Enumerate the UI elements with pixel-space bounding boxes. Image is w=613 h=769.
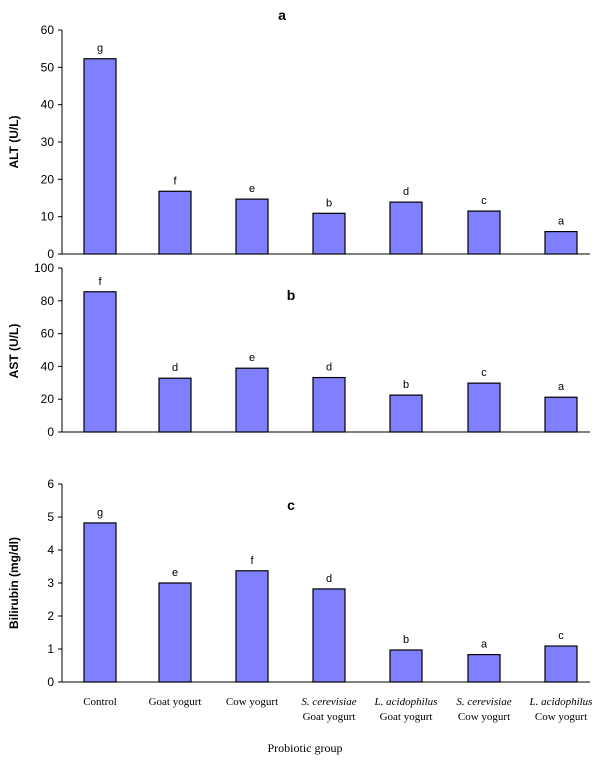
x-tick-label: S. cerevisiae	[301, 696, 356, 708]
data-label: g	[97, 507, 103, 519]
y-tick-label: 5	[47, 510, 54, 524]
y-tick-label: 80	[41, 294, 55, 308]
data-label: b	[403, 379, 409, 391]
chart-panel-b: b AST (U/L) 0 20 40 60 80 100 f d e d b c a	[7, 261, 590, 439]
bar	[158, 377, 192, 433]
panel-title: a	[278, 7, 286, 23]
y-tick-label: 20	[41, 392, 55, 406]
y-tick-label: 30	[41, 135, 55, 149]
y-axis-title: Bilirubin (mg/dl)	[7, 537, 21, 629]
data-label: a	[558, 381, 565, 393]
y-tick-label: 60	[41, 327, 55, 341]
data-label: g	[97, 43, 103, 55]
x-tick-label: L. acidophilus	[529, 696, 593, 708]
bar	[544, 396, 578, 433]
bar	[83, 58, 117, 255]
y-axis-title: ALT (U/L)	[7, 115, 21, 168]
data-label: e	[249, 183, 255, 195]
bar	[235, 198, 269, 255]
data-label: b	[403, 634, 409, 646]
y-tick-label: 0	[47, 425, 54, 439]
data-label: d	[172, 362, 178, 374]
y-tick-label: 20	[41, 172, 55, 186]
bar	[235, 367, 269, 433]
chart-panel-c: c Bilirubin (mg/dl) 0 1 2 3 4 5 6 g e f d b a c	[7, 477, 590, 689]
y-tick-label: 1	[47, 642, 54, 656]
data-label: b	[326, 197, 332, 209]
bar	[544, 231, 578, 255]
y-axis-title: AST (U/L)	[7, 324, 21, 379]
x-tick-label: Goat yogurt	[149, 696, 202, 708]
panel-title: c	[287, 497, 295, 513]
y-tick-label: 0	[47, 675, 54, 689]
data-label: d	[326, 573, 332, 585]
bar	[467, 654, 501, 683]
bar	[467, 382, 501, 433]
bar	[544, 645, 578, 683]
data-label: d	[403, 186, 409, 198]
bar	[389, 649, 423, 683]
x-tick-label: Cow yogurt	[458, 711, 510, 723]
x-tick-label: Cow yogurt	[535, 711, 587, 723]
data-label: a	[558, 216, 565, 228]
y-tick-label: 2	[47, 609, 54, 623]
y-tick-label: 3	[47, 576, 54, 590]
panel-title: b	[287, 287, 296, 303]
x-tick-label: Control	[83, 696, 117, 708]
data-label: f	[98, 276, 102, 288]
bar	[312, 376, 346, 433]
y-tick-label: 6	[47, 477, 54, 491]
y-tick-label: 60	[41, 23, 55, 37]
data-label: a	[481, 639, 488, 651]
x-axis-title: Probiotic group	[268, 741, 343, 755]
y-tick-label: 40	[41, 359, 55, 373]
data-label: c	[558, 630, 564, 642]
chart-panel-a: a ALT (U/L) 0 10 20 30 40 50 60 g f e b d c a	[7, 7, 590, 261]
y-tick-label: 4	[47, 543, 54, 557]
bar	[467, 210, 501, 255]
bar	[83, 522, 117, 683]
y-tick-label: 50	[41, 60, 55, 74]
bar	[158, 582, 192, 683]
x-tick-label: Cow yogurt	[226, 696, 278, 708]
y-tick-label: 0	[47, 247, 54, 261]
bar	[158, 190, 192, 255]
bar	[235, 570, 269, 683]
data-label: c	[481, 195, 487, 207]
x-tick-label: Goat yogurt	[303, 711, 356, 723]
data-label: f	[250, 555, 254, 567]
data-label: f	[173, 175, 177, 187]
bar	[312, 588, 346, 683]
x-tick-label: Goat yogurt	[380, 711, 433, 723]
y-tick-label: 10	[41, 210, 55, 224]
data-label: d	[326, 362, 332, 374]
data-label: e	[249, 352, 255, 364]
data-label: e	[172, 567, 178, 579]
x-tick-label: L. acidophilus	[374, 696, 438, 708]
x-tick-label: S. cerevisiae	[456, 696, 511, 708]
y-tick-label: 100	[34, 261, 54, 275]
bar	[312, 212, 346, 255]
data-label: c	[481, 367, 487, 379]
bar	[389, 201, 423, 255]
bar	[83, 291, 117, 433]
category-axis-labels: Control Goat yogurt Cow yogurt S. cerevisia…	[83, 696, 592, 723]
bar	[389, 394, 423, 433]
y-tick-label: 40	[41, 98, 55, 112]
